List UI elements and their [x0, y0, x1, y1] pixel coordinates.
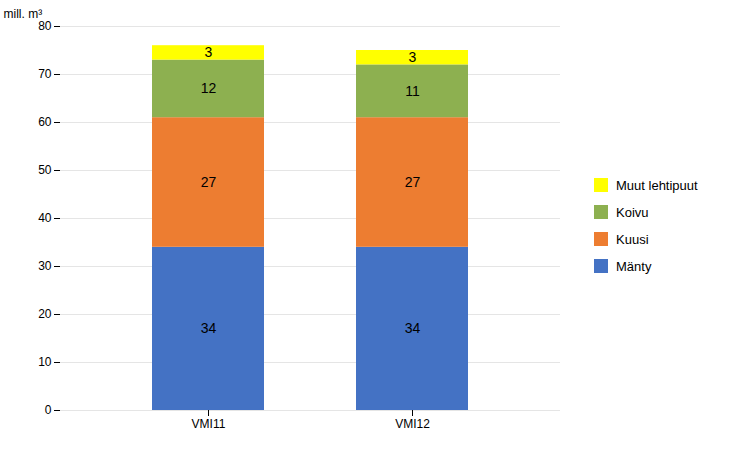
svg-text:34: 34	[201, 320, 217, 336]
svg-text:11: 11	[405, 82, 420, 98]
svg-text:10: 10	[38, 355, 52, 369]
svg-text:27: 27	[201, 173, 217, 189]
svg-text:12: 12	[201, 80, 217, 96]
svg-text:0: 0	[45, 403, 52, 417]
svg-text:20: 20	[38, 307, 52, 321]
svg-text:30: 30	[38, 259, 52, 273]
svg-text:70: 70	[38, 67, 52, 81]
html-text:Muut lehtipuut: Muut lehtipuut	[616, 177, 698, 193]
html-text:Mänty: Mänty	[616, 258, 652, 274]
svg-text:27: 27	[405, 173, 421, 189]
svg-text:mill. m³: mill. m³	[4, 7, 43, 21]
html-text:Kuusi: Kuusi	[616, 231, 649, 247]
html-text:Koivu: Koivu	[616, 204, 649, 220]
svg-text:3: 3	[409, 49, 417, 65]
svg-text:60: 60	[38, 115, 52, 129]
svg-text:80: 80	[38, 19, 52, 33]
svg-text:VMI11: VMI11	[192, 417, 226, 431]
svg-text:50: 50	[38, 163, 52, 177]
svg-text:3: 3	[205, 44, 213, 60]
svg-text:40: 40	[38, 211, 52, 225]
svg-text:VMI12: VMI12	[395, 417, 430, 431]
svg-text:34: 34	[405, 320, 421, 336]
